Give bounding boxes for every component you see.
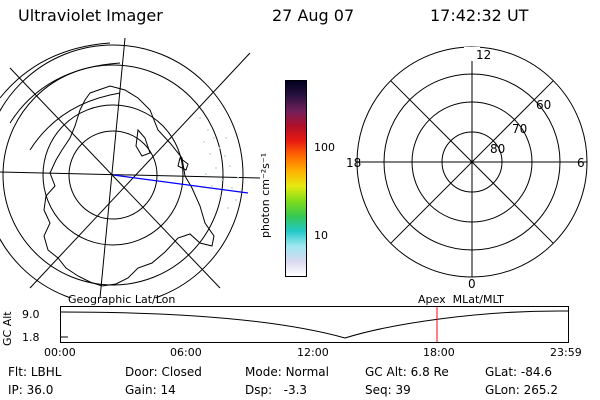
timeline-xtick: 23:59 — [550, 346, 582, 359]
instrument-title: Ultraviolet Imager — [18, 6, 163, 25]
coast-island — [135, 128, 151, 157]
status-door: Door: Closed — [125, 365, 202, 379]
mlt-label-18: 18 — [346, 156, 361, 170]
status-gain: Gain: 14 — [125, 383, 176, 397]
colorbar — [285, 80, 307, 277]
mlt-label-0: 0 — [468, 277, 476, 290]
map-meridian — [99, 38, 126, 298]
map-arc — [0, 42, 111, 99]
mlt-label-6: 6 — [577, 156, 585, 170]
map-latitude-ring — [42, 104, 184, 246]
altitude-timeline — [60, 306, 569, 343]
geographic-map — [0, 38, 260, 298]
time-label: 17:42:32 UT — [430, 6, 529, 25]
mlt-label-12: 12 — [476, 48, 491, 62]
polar-plot: 12 18 6 0 60 70 80 — [346, 46, 588, 290]
timeline-ytick-top: 9.0 — [22, 308, 40, 321]
altitude-curve — [60, 310, 569, 339]
polar-plot-label: Apex MLat/MLT — [418, 293, 504, 306]
geo-map-label: Geographic Lat/Lon — [68, 293, 176, 306]
map-latitude-ring — [68, 130, 158, 220]
timeline-xtick: 06:00 — [170, 346, 202, 359]
lat-label-60: 60 — [536, 98, 551, 112]
status-seq: Seq: 39 — [365, 383, 411, 397]
antarctica-coastline — [43, 85, 215, 287]
colorbar-tick-100: 100 — [314, 141, 335, 154]
timeline-xtick: 00:00 — [44, 346, 76, 359]
lat-label-70: 70 — [512, 122, 527, 136]
timeline-xtick: 18:00 — [423, 346, 455, 359]
polar-diagonal — [390, 80, 554, 244]
map-meridian — [0, 171, 260, 179]
status-glon: GLon: 265.2 — [485, 383, 558, 397]
status-flt: Flt: LBHL — [8, 365, 62, 379]
map-arc — [29, 92, 121, 151]
timeline-ylabel: GC Alt — [1, 311, 14, 346]
map-meridian — [9, 67, 221, 289]
coast-island — [177, 157, 189, 171]
colorbar-tick-10: 10 — [314, 229, 328, 242]
colorbar-unit-label: photon cm⁻²s⁻¹ — [259, 152, 272, 238]
timeline-xtick: 12:00 — [297, 346, 329, 359]
subsolar-line — [112, 174, 249, 194]
map-meridian — [29, 52, 251, 289]
timeline-ytick-bottom: 1.8 — [22, 331, 40, 344]
map-arc — [9, 62, 121, 124]
status-dsp: Dsp: -3.3 — [245, 383, 308, 397]
status-mode: Mode: Normal — [245, 365, 329, 379]
status-glat: GLat: -84.6 — [485, 365, 552, 379]
date-label: 27 Aug 07 — [272, 6, 355, 25]
status-ip: IP: 36.0 — [8, 383, 54, 397]
status-gc-alt: GC Alt: 6.8 Re — [365, 365, 449, 379]
map-latitude-ring — [2, 64, 224, 286]
lat-label-80: 80 — [490, 142, 505, 156]
map-latitude-ring — [0, 44, 244, 298]
aurora-dots — [199, 117, 239, 209]
